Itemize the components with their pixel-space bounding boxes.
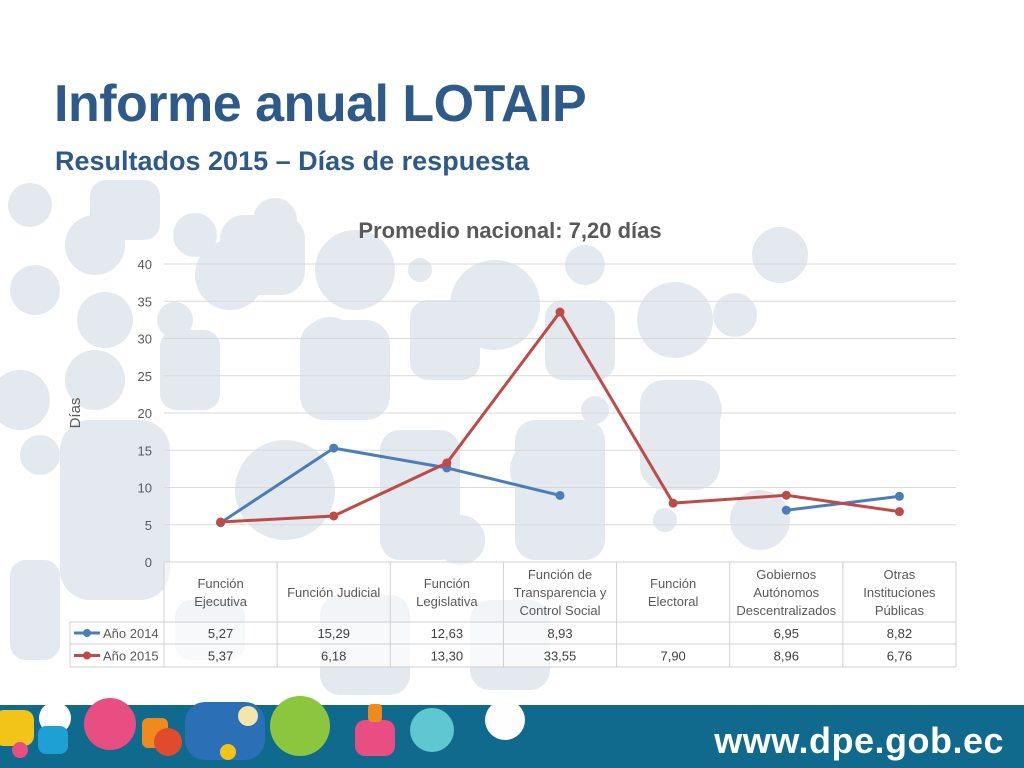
y-tick-label: 10 bbox=[138, 481, 152, 496]
slide-title: Informe anual LOTAIP bbox=[54, 75, 587, 133]
y-tick-label: 30 bbox=[138, 332, 152, 347]
bg-circle bbox=[77, 292, 133, 348]
footer-shape bbox=[0, 710, 34, 746]
data-point bbox=[329, 511, 339, 521]
bg-circle bbox=[730, 490, 790, 550]
bg-rounded-rect bbox=[90, 180, 160, 240]
bg-circle bbox=[8, 183, 52, 227]
bg-rounded-rect bbox=[545, 300, 615, 380]
chart-title: Promedio nacional: 7,20 días bbox=[358, 218, 661, 243]
category-label: Función de Transparencia y Control Social bbox=[514, 567, 607, 618]
category-label: Gobiernos Autónomos Descentralizados bbox=[736, 567, 836, 618]
slide-subtitle: Resultados 2015 – Días de respuesta bbox=[55, 146, 530, 176]
legend-series-name: Año 2015 bbox=[103, 649, 159, 664]
y-tick-label: 40 bbox=[138, 257, 152, 272]
y-tick-label: 0 bbox=[145, 555, 152, 570]
bg-circle bbox=[581, 396, 609, 424]
bg-rounded-rect bbox=[640, 380, 720, 490]
y-tick-label: 5 bbox=[145, 518, 152, 533]
data-point bbox=[442, 458, 452, 468]
category-label: Función Legislativa bbox=[416, 576, 478, 609]
bg-circle bbox=[0, 370, 50, 430]
footer-url[interactable]: www.dpe.gob.ec bbox=[714, 720, 1004, 761]
bg-circle bbox=[65, 350, 125, 410]
bg-rounded-rect bbox=[60, 420, 170, 600]
footer-shape bbox=[368, 704, 382, 722]
bg-rounded-rect bbox=[220, 215, 305, 295]
table-value: 6,18 bbox=[321, 649, 346, 664]
y-tick-label: 20 bbox=[138, 406, 152, 421]
data-point bbox=[555, 307, 565, 317]
bg-circle bbox=[565, 245, 605, 285]
table-value: 5,27 bbox=[208, 626, 233, 641]
bg-circle bbox=[173, 213, 217, 257]
footer-shape bbox=[410, 708, 454, 752]
bg-circle bbox=[10, 265, 60, 315]
data-point bbox=[329, 443, 339, 453]
category-label: Función Judicial bbox=[287, 585, 380, 600]
data-point bbox=[894, 507, 904, 517]
footer-shape bbox=[154, 728, 182, 756]
footer-shape bbox=[485, 700, 525, 740]
bg-rounded-rect bbox=[300, 320, 390, 420]
footer-shape bbox=[38, 726, 68, 754]
table-value: 12,63 bbox=[431, 626, 464, 641]
bg-circle bbox=[315, 230, 395, 310]
data-point bbox=[668, 498, 678, 508]
bg-rounded-rect bbox=[380, 430, 460, 560]
category-label: Otras Instituciones Públicas bbox=[863, 567, 936, 618]
category-label: Función Electoral bbox=[648, 576, 699, 609]
bg-circle bbox=[713, 293, 757, 337]
footer-shape bbox=[238, 706, 258, 726]
table-header-bg bbox=[164, 562, 956, 622]
y-axis-label: Días bbox=[67, 398, 84, 429]
data-point bbox=[781, 490, 791, 500]
legend-key-marker bbox=[83, 629, 91, 637]
series-line bbox=[219, 446, 561, 524]
footer-shape bbox=[12, 742, 28, 758]
table-value: 8,93 bbox=[547, 626, 572, 641]
bg-circle bbox=[20, 435, 60, 475]
table-value: 5,37 bbox=[208, 649, 233, 664]
bg-rounded-rect bbox=[410, 300, 480, 380]
table-value: 33,55 bbox=[544, 649, 577, 664]
legend-series-name: Año 2014 bbox=[103, 626, 159, 641]
table-value: 8,96 bbox=[774, 649, 799, 664]
y-tick-label: 25 bbox=[138, 369, 152, 384]
data-point bbox=[781, 505, 791, 515]
bg-rounded-rect bbox=[160, 330, 220, 410]
data-point bbox=[894, 491, 904, 501]
series-line bbox=[220, 310, 900, 524]
footer-shape bbox=[84, 698, 136, 750]
footer-decoration bbox=[0, 696, 525, 760]
data-point bbox=[216, 517, 226, 527]
table-value: 6,76 bbox=[887, 649, 912, 664]
bg-rounded-rect bbox=[10, 560, 60, 660]
y-tick-label: 15 bbox=[138, 443, 152, 458]
footer-shape bbox=[270, 696, 330, 756]
table-value: 8,82 bbox=[887, 626, 912, 641]
table-value: 13,30 bbox=[431, 649, 464, 664]
legend-key-marker bbox=[83, 651, 91, 660]
category-label: Función Ejecutiva bbox=[194, 576, 248, 609]
bg-circle bbox=[653, 508, 677, 532]
y-tick-label: 35 bbox=[138, 294, 152, 309]
table-value: 7,90 bbox=[660, 649, 685, 664]
footer-shape bbox=[220, 744, 236, 760]
bg-circle bbox=[752, 227, 808, 283]
table-value: 15,29 bbox=[317, 626, 350, 641]
table-value: 6,95 bbox=[774, 626, 799, 641]
footer-shape bbox=[355, 720, 395, 756]
data-point bbox=[555, 490, 565, 500]
bg-circle bbox=[157, 302, 193, 338]
